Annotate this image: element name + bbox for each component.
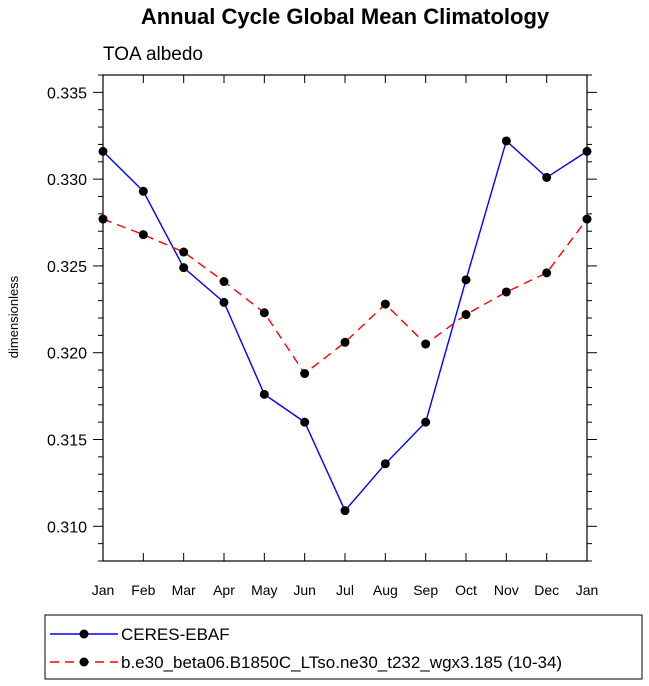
x-tick-label: Feb [131,582,155,598]
y-tick-label: 0.330 [47,172,87,189]
x-tick-label: Nov [494,582,519,598]
legend-label-0: CERES-EBAF [121,625,230,644]
y-tick-label: 0.320 [47,346,87,363]
y-axis: 0.310 0.315 0.320 0.325 0.330 0.335 [47,74,597,562]
series-line-1 [102,218,588,375]
x-tick-label: Jun [293,582,316,598]
x-tick-label: Dec [534,582,559,598]
series-0-point [582,146,592,156]
y-axis-label: dimensionless [6,275,21,358]
x-tick-label: May [251,582,277,598]
series-0-point [380,459,390,469]
chart-title: Annual Cycle Global Mean Climatology [141,4,550,29]
series-1-point [138,230,148,240]
legend-marker-0 [79,629,89,639]
series-1-point [542,268,552,278]
legend-label-1: b.e30_beta06.B1850C_LTso.ne30_t232_wgx3.… [121,653,562,672]
y-tick-label: 0.310 [47,519,87,536]
series-0-point [542,172,552,182]
legend [44,614,643,680]
x-tick-label: Jan [576,582,599,598]
series-layer [98,136,592,516]
series-line-0 [102,139,588,512]
series-1-point [421,339,431,349]
series-1-point [461,310,471,320]
y-tick-label: 0.325 [47,259,87,276]
x-tick-label: Sep [413,582,438,598]
series-1-point [380,299,390,309]
series-1-point [259,308,269,318]
series-0-point [179,263,189,273]
x-tick-label: Apr [213,582,235,598]
y-tick-label: 0.315 [47,433,87,450]
legend-items: CERES-EBAF b.e30_beta06.B1850C_LTso.ne30_… [50,625,562,672]
series-0-point [300,417,310,427]
series-1-point [501,287,511,297]
series-1-point [582,214,592,224]
series-0-point [501,136,511,146]
x-tick-label: Aug [373,582,398,598]
x-axis: Jan Feb Mar Apr May Jun Jul Aug Sep Oct Nov Dec Jan [92,75,599,598]
series-1-point [219,277,229,287]
series-0-point [461,275,471,285]
series-0-point [259,389,269,399]
chart-subtitle: TOA albedo [103,44,203,65]
series-1-point [340,337,350,347]
series-1-point [98,214,108,224]
x-tick-label: Mar [172,582,196,598]
legend-marker-1 [79,657,89,667]
series-1-point [179,247,189,257]
series-0-point [219,297,229,307]
x-tick-label: Oct [455,582,477,598]
series-0-point [421,417,431,427]
series-1-point [300,369,310,379]
y-tick-label: 0.335 [47,85,87,102]
series-0-point [340,506,350,516]
x-tick-label: Jan [92,582,115,598]
series-0-point [98,146,108,156]
series-0-point [138,186,148,196]
x-tick-label: Jul [336,582,354,598]
